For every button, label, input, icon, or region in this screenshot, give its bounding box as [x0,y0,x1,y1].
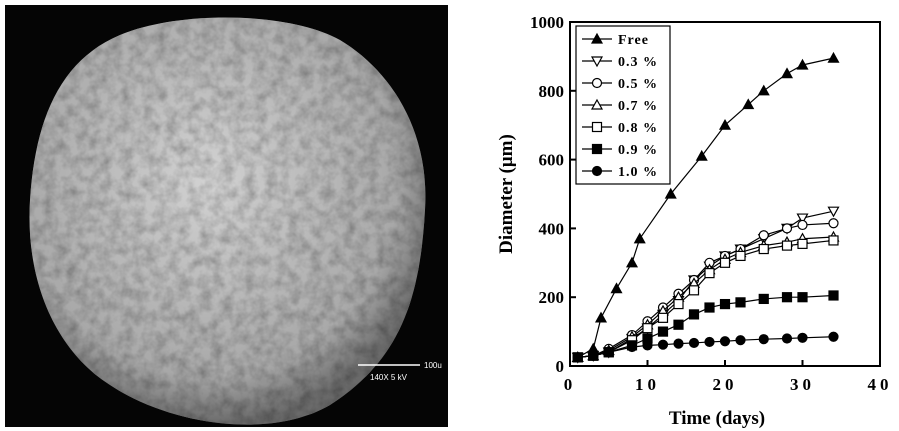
marker [704,302,715,313]
legend-marker [590,32,604,44]
marker [719,298,731,310]
legend-label: 0.3 % [618,55,658,70]
x-tick-label: 10 [635,375,660,394]
x-tick-label: 40 [868,375,893,394]
legend-marker [590,98,604,110]
legend-marker [590,56,604,68]
marker [781,240,793,251]
marker [603,347,614,358]
magnification-label: 140X 5 kV [370,373,408,382]
marker [610,282,623,294]
marker [758,230,769,241]
marker [827,206,840,218]
marker [594,311,608,323]
legend-label: 0.8 % [618,121,658,136]
marker [719,336,731,347]
legend-marker [591,165,603,177]
marker [626,341,638,353]
marker [657,326,669,337]
marker [719,257,731,268]
marker [797,238,808,249]
y-tick-label: 0 [556,357,565,376]
marker [704,336,715,348]
legend-marker [591,121,603,133]
marker [664,187,677,199]
y-axis-label: Diameter (μm) [496,134,517,254]
legend-label: 0.5 % [618,77,658,92]
marker [797,292,808,303]
legend-label: 0.9 % [618,143,658,158]
marker [828,235,839,246]
marker [572,352,583,363]
marker [797,219,808,231]
y-tick-label: 200 [539,288,565,307]
marker [828,290,839,301]
marker [633,232,646,244]
y-tick-label: 1000 [530,13,564,32]
marker [828,218,839,229]
marker [796,58,809,70]
marker [757,84,770,96]
marker [781,333,793,344]
marker [625,256,639,268]
x-tick-label: 30 [790,375,815,394]
marker [704,268,715,279]
marker [735,297,746,308]
marker [673,298,684,310]
legend-label: 1.0 % [618,165,658,180]
marker [642,340,653,351]
sem-image: 100u 140X 5 kV [5,5,448,427]
marker [781,292,793,303]
particle [29,17,426,425]
marker [758,293,769,305]
marker [588,350,599,361]
marker [688,285,700,296]
marker [673,338,684,349]
marker [657,339,669,350]
legend-label: Free [618,33,649,48]
y-tick-label: 400 [539,219,565,238]
marker [742,98,755,110]
marker [718,118,732,130]
scale-label: 100u [424,361,442,370]
legend-label: 0.7 % [618,99,658,114]
y-tick-label: 600 [539,151,565,170]
x-tick-label: 0 [564,375,577,394]
x-axis-label: Time (days) [669,408,765,429]
marker [657,312,669,323]
x-tick-label: 20 [713,375,738,394]
marker [642,323,653,334]
marker [796,213,809,225]
marker [797,332,808,343]
marker [688,337,700,349]
marker [735,250,746,262]
marker [758,243,769,255]
marker [758,334,769,345]
y-tick-label: 800 [539,82,565,101]
marker [673,319,684,330]
marker [780,67,794,79]
marker [828,331,839,342]
marker [695,149,708,161]
marker [688,309,700,320]
marker [827,51,840,63]
legend-marker [591,77,603,89]
marker [735,335,746,346]
marker [781,223,793,234]
legend-marker [591,143,603,155]
